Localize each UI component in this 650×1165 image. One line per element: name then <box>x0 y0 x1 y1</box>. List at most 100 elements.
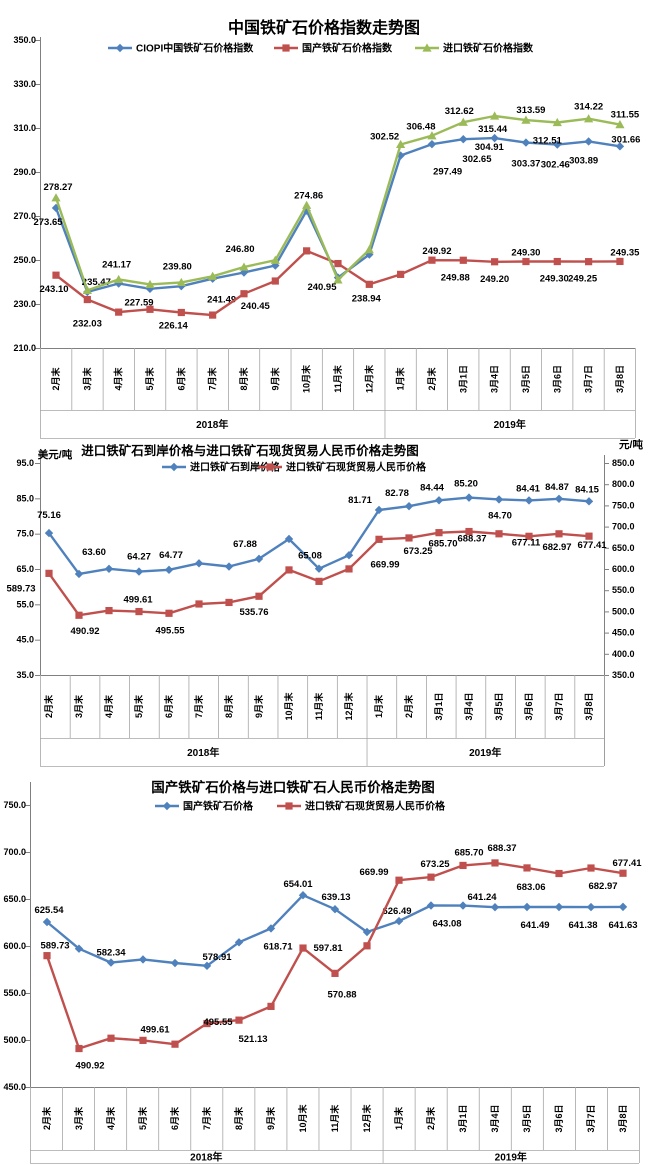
data-label: 683.06 <box>516 882 545 893</box>
chart1-title: 中国铁矿石价格指数走势图 <box>227 20 420 37</box>
category-label: 3月5日 <box>522 1104 532 1132</box>
y-axis-right-tick-label: 750.0 <box>612 500 635 510</box>
chart3-legend: 国产铁矿石价格 进口铁矿石现货贸易人民币价格 <box>155 800 446 813</box>
category-label: 11月末 <box>332 364 343 393</box>
data-label: 249.30 <box>540 274 569 285</box>
data-label: 84.87 <box>545 482 569 493</box>
data-label: 490.92 <box>70 626 99 637</box>
chart2-category-axis: 2月末 3月末 4月末 5月末 6月末 7月末 8月末 9月末 10月末 11月末 12月末 1月末 2… <box>40 675 605 767</box>
data-label: 249.35 <box>610 247 640 258</box>
y-axis-tick-label: 55.0 <box>16 599 34 609</box>
y-axis-right-tick-label: 450.0 <box>612 628 635 638</box>
y-axis-right-tick-label: 350.0 <box>612 670 635 680</box>
data-label: 521.13 <box>238 1034 267 1045</box>
data-label: 226.14 <box>159 320 189 331</box>
data-label: 304.91 <box>475 142 505 153</box>
data-label: 232.03 <box>73 319 102 330</box>
legend-item-label: 国产铁矿石价格指数 <box>302 42 393 55</box>
data-label: 688.37 <box>457 534 486 545</box>
year-group-label: 2019年 <box>495 1151 527 1164</box>
category-label: 3月4日 <box>490 1104 500 1132</box>
data-label: 84.41 <box>516 483 540 494</box>
category-label: 3月末 <box>73 1106 84 1130</box>
category-label: 4月末 <box>113 367 124 391</box>
data-label: 499.61 <box>140 1024 170 1035</box>
category-label: 11月末 <box>329 1104 340 1133</box>
data-label: 235.47 <box>82 277 111 288</box>
data-label: 64.77 <box>159 550 183 561</box>
chart-2: 95.0 85.0 75.0 65.0 55.0 45.0 35.0 850.0 800.0 75… <box>6 438 643 767</box>
data-label: 240.45 <box>241 301 271 312</box>
data-label: 75.16 <box>37 510 61 521</box>
category-label: 3月4日 <box>464 692 474 720</box>
category-label: 12月末 <box>343 691 354 720</box>
data-label: 246.80 <box>225 244 254 255</box>
data-label: 643.08 <box>432 919 461 930</box>
y-axis-right-tick-label: 850.0 <box>612 458 635 468</box>
category-label: 7月末 <box>201 1106 212 1130</box>
y-axis-tick-label: 75.0 <box>16 529 34 539</box>
category-label: 8月末 <box>233 1106 244 1130</box>
chart-3: 750.0 700.0 650.0 600.0 550.0 500.0 450.0 2月末 3月… <box>3 782 642 1164</box>
category-label: 5月末 <box>133 694 144 718</box>
category-label: 7月末 <box>207 367 218 391</box>
data-label: 495.55 <box>203 1017 233 1028</box>
chart2-legend: 进口铁矿石到岸价格 进口铁矿石现货贸易人民币价格 <box>162 461 427 474</box>
chart3-title: 国产铁矿石价格与进口铁矿石人民币价格走势图 <box>151 780 435 795</box>
y-axis-tick-label: 45.0 <box>16 635 34 645</box>
right-axis-unit-label: 元/吨 <box>619 438 643 451</box>
data-label: 499.61 <box>123 595 153 606</box>
data-label: 312.51 <box>533 135 563 146</box>
chart1-category-axis: 2月末 3月末 4月末 5月末 6月末 7月末 8月末 9月末 10月末 11月末 12月末 1月末 2… <box>40 348 636 439</box>
y-axis-tick-label: 700.0 <box>3 847 26 857</box>
y-axis-tick-label: 210.0 <box>13 343 36 353</box>
category-label: 8月末 <box>238 367 249 391</box>
data-label: 570.88 <box>327 989 356 1000</box>
data-label: 297.49 <box>433 167 462 178</box>
y-axis-tick-label: 310.0 <box>13 123 36 133</box>
y-axis-right-tick-label: 500.0 <box>612 606 635 616</box>
category-label: 2月末 <box>426 367 437 391</box>
category-label: 9月末 <box>269 367 280 391</box>
y-axis-tick-label: 450.0 <box>3 1082 26 1092</box>
y-axis-tick-label: 750.0 <box>3 800 26 810</box>
data-label: 490.92 <box>75 1061 104 1072</box>
category-label: 2月末 <box>50 367 61 391</box>
category-label: 5月末 <box>137 1106 148 1130</box>
category-label: 3月5日 <box>521 365 531 393</box>
y-axis-tick-label: 600.0 <box>3 941 26 951</box>
category-label: 6月末 <box>169 1106 180 1130</box>
category-label: 12月末 <box>361 1103 372 1132</box>
left-axis-unit-label: 美元/吨 <box>38 448 73 461</box>
chart2-title: 进口铁矿石到岸价格与进口铁矿石现货贸易人民币价格走势图 <box>81 444 419 458</box>
category-label: 8月末 <box>223 694 234 718</box>
data-label: 685.70 <box>454 847 483 858</box>
data-label: 641.38 <box>568 920 597 931</box>
category-label: 3月6日 <box>554 1104 564 1132</box>
category-label: 2月末 <box>425 1106 436 1130</box>
y-axis-tick-label: 650.0 <box>3 894 26 904</box>
y-axis-right-tick-label: 800.0 <box>612 479 635 489</box>
y-axis-right-tick-label: 700.0 <box>612 522 635 532</box>
category-label: 1月末 <box>373 694 384 718</box>
category-label: 11月末 <box>313 692 324 721</box>
category-label: 3月6日 <box>552 365 562 393</box>
data-label: 639.13 <box>321 892 350 903</box>
series-2-2-line: 589.73 490.92 499.61 495.55 535.76 669.99 673.… <box>6 527 607 637</box>
chart1-axes <box>40 37 635 349</box>
category-label: 3月6日 <box>524 692 534 720</box>
data-label: 278.27 <box>43 182 72 193</box>
y-axis-right-tick-label: 550.0 <box>612 585 635 595</box>
year-group-label: 2018年 <box>190 1151 222 1164</box>
category-label: 3月1日 <box>458 1104 468 1132</box>
y-axis-tick-label: 350.0 <box>13 35 36 45</box>
category-label: 10月末 <box>301 364 312 393</box>
data-label: 302.52 <box>370 131 399 142</box>
y-axis-tick-label: 65.0 <box>16 564 34 574</box>
chart3-axes <box>30 782 639 1088</box>
data-label: 311.55 <box>611 110 640 121</box>
category-label: 4月末 <box>105 1106 116 1130</box>
legend-item-label: 进口铁矿石现货贸易人民币价格 <box>286 461 427 474</box>
category-label: 3月末 <box>81 367 92 391</box>
data-label: 227.59 <box>124 297 153 308</box>
